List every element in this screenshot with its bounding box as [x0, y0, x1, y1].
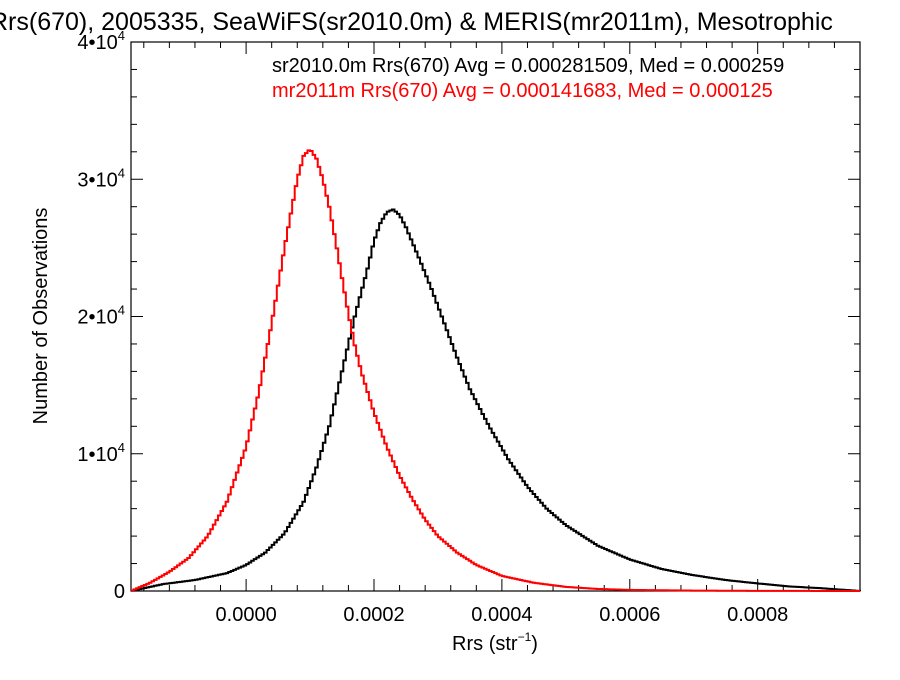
x-tick-label: 0.0000	[216, 604, 277, 626]
x-tick-label: 0.0004	[471, 604, 532, 626]
y-tick-label: 0	[114, 581, 125, 603]
y-tick-labels: 0 1•104 2•104 3•104 4•104	[77, 28, 125, 603]
y-axis-label: Number of Observations	[30, 208, 52, 425]
stats-annotation: sr2010.0m Rrs(670) Avg = 0.000281509, Me…	[272, 55, 784, 77]
x-tick-label: 0.0006	[599, 604, 660, 626]
x-axis-label-end: )	[531, 633, 538, 655]
x-axis-label-main: Rrs (str	[452, 633, 518, 655]
y-tick-label: 1•104	[77, 440, 125, 466]
x-tick-labels: 0.0000 0.0002 0.0004 0.0006 0.0008	[216, 604, 789, 626]
x-tick-label: 0.0008	[727, 604, 788, 626]
chart-title: Rrs(670), 2005335, SeaWiFS(sr2010.0m) & …	[0, 8, 833, 36]
plot-frame	[130, 41, 861, 592]
series-layer	[131, 149, 861, 592]
x-tick-label: 0.0002	[343, 604, 404, 626]
axis-ticks	[131, 41, 861, 592]
y-tick-label: 2•104	[77, 303, 125, 329]
y-tick-label: 3•104	[77, 165, 125, 191]
x-axis-label-sup: −1	[518, 630, 532, 644]
series-line-mr2011m	[131, 149, 860, 592]
series-line-sr2010.0m	[131, 208, 861, 592]
x-axis-label: Rrs (str−1)	[452, 630, 538, 655]
stats-annotation: mr2011m Rrs(670) Avg = 0.000141683, Med …	[272, 80, 773, 102]
y-tick-label: 4•104	[77, 28, 125, 54]
stats-annotations: sr2010.0m Rrs(670) Avg = 0.000281509, Me…	[272, 55, 784, 102]
